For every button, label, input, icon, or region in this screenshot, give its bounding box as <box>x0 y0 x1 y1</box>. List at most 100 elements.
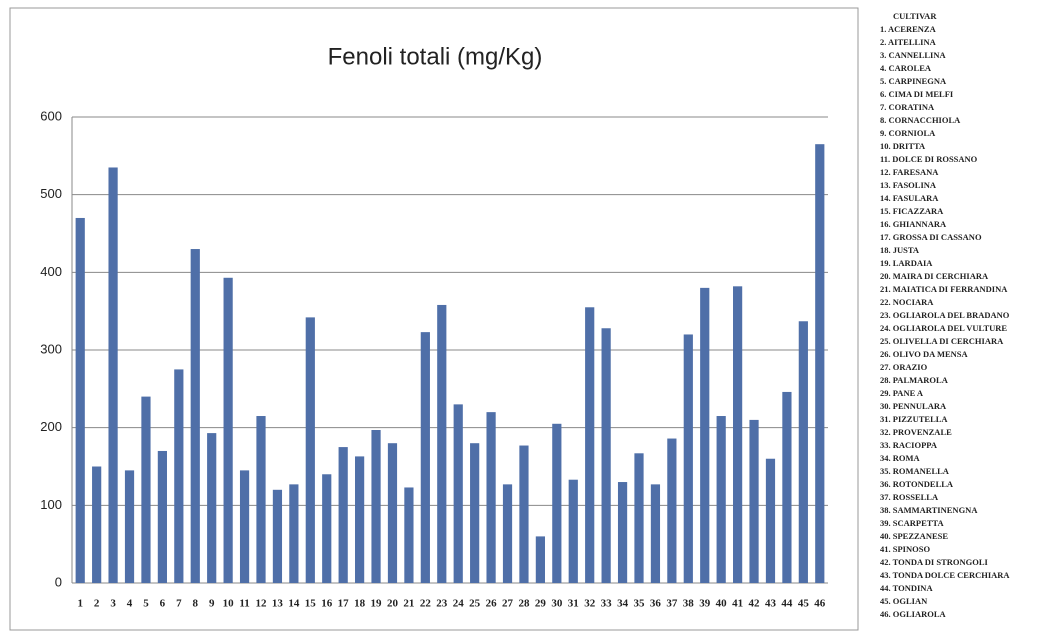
legend-item: 34. ROMA <box>880 453 921 463</box>
bar <box>470 443 480 583</box>
y-tick-label: 0 <box>55 574 62 589</box>
legend-item: 39. SCARPETTA <box>880 518 944 528</box>
legend-item: 26. OLIVO DA MENSA <box>880 349 969 359</box>
legend-item: 7. CORATINA <box>880 102 935 112</box>
bar <box>141 396 151 583</box>
legend-item: 42. TONDA DI STRONGOLI <box>880 557 989 567</box>
legend-item: 37. ROSSELLA <box>880 492 939 502</box>
bar <box>174 369 184 583</box>
x-tick-label: 19 <box>371 598 383 610</box>
y-tick-label: 300 <box>40 341 62 356</box>
bar <box>683 334 693 583</box>
legend-item: 35. ROMANELLA <box>880 466 950 476</box>
x-tick-label: 33 <box>601 598 613 610</box>
x-tick-label: 37 <box>666 598 678 610</box>
y-tick-label: 200 <box>40 419 62 434</box>
bar <box>782 391 792 583</box>
legend-item: 19. LARDAIA <box>880 258 933 268</box>
legend-item: 43. TONDA DOLCE CERCHIARA <box>880 570 1010 580</box>
x-tick-label: 18 <box>354 598 366 610</box>
x-tick-label: 20 <box>387 598 399 610</box>
x-tick-label: 25 <box>469 598 481 610</box>
bar <box>75 217 85 583</box>
bar <box>585 307 595 583</box>
bar <box>387 443 398 583</box>
x-tick-label: 3 <box>110 598 116 610</box>
bar <box>92 466 102 583</box>
legend-item: 22. NOCIARA <box>880 297 934 307</box>
bar <box>535 536 545 583</box>
x-tick-label: 21 <box>403 598 414 610</box>
bar <box>552 423 562 583</box>
x-tick-label: 7 <box>176 598 182 610</box>
bar <box>207 433 217 583</box>
bar <box>108 167 118 583</box>
x-tick-label: 8 <box>193 598 199 610</box>
legend-item: 3. CANNELLINA <box>880 50 947 60</box>
legend-item: 13. FASOLINA <box>880 180 937 190</box>
x-tick-label: 46 <box>814 598 826 610</box>
x-tick-label: 23 <box>436 598 448 610</box>
legend-item: 32. PROVENZALE <box>880 427 952 437</box>
x-tick-label: 11 <box>239 598 249 610</box>
x-tick-label: 40 <box>716 598 728 610</box>
bar <box>157 450 167 583</box>
legend-item: 11. DOLCE DI ROSSANO <box>880 154 978 164</box>
legend-item: 36. ROTONDELLA <box>880 479 954 489</box>
y-tick-label: 500 <box>40 186 62 201</box>
bar <box>667 438 677 583</box>
x-tick-label: 9 <box>209 598 215 610</box>
bar <box>371 429 381 583</box>
legend-item: 23. OGLIAROLA DEL BRADANO <box>880 310 1010 320</box>
x-tick-label: 31 <box>568 598 579 610</box>
bar <box>733 286 743 583</box>
legend-item: 44. TONDINA <box>880 583 933 593</box>
legend-item: 30. PENNULARA <box>880 401 947 411</box>
x-tick-label: 12 <box>256 598 268 610</box>
legend-item: 20. MAIRA DI CERCHIARA <box>880 271 989 281</box>
x-tick-label: 16 <box>321 598 333 610</box>
x-tick-label: 27 <box>502 598 514 610</box>
bar <box>289 484 299 583</box>
x-tick-label: 45 <box>798 598 810 610</box>
x-tick-label: 32 <box>584 598 596 610</box>
legend-item: 4. CAROLEA <box>880 63 932 73</box>
x-tick-label: 38 <box>683 598 695 610</box>
legend-item: 6. CIMA DI MELFI <box>880 89 954 99</box>
x-tick-label: 15 <box>305 598 317 610</box>
legend-item: 27. ORAZIO <box>880 362 928 372</box>
x-tick-label: 4 <box>127 598 133 610</box>
bar <box>650 484 661 583</box>
x-tick-label: 14 <box>288 598 300 610</box>
x-tick-label: 13 <box>272 598 284 610</box>
legend-item: 16. GHIANNARA <box>880 219 947 229</box>
y-tick-label: 400 <box>40 264 62 279</box>
legend-item: 1. ACERENZA <box>880 24 937 34</box>
bar <box>749 419 759 583</box>
x-tick-label: 30 <box>551 598 563 610</box>
legend-item: 5. CARPINEGNA <box>880 76 947 86</box>
bar <box>124 470 135 583</box>
legend-item: 24. OGLIAROLA DEL VULTURE <box>880 323 1007 333</box>
bar <box>420 332 430 583</box>
x-tick-label: 28 <box>518 598 530 610</box>
legend-item: 18. JUSTA <box>880 245 920 255</box>
y-tick-label: 600 <box>40 108 62 123</box>
bar <box>716 416 726 583</box>
bar <box>322 474 332 583</box>
bar <box>798 321 808 583</box>
legend-item: 45. OGLIAN <box>880 596 928 606</box>
x-tick-label: 26 <box>486 598 498 610</box>
legend-item: 25. OLIVELLA DI CERCHIARA <box>880 336 1004 346</box>
bar <box>404 487 414 583</box>
bar <box>486 412 496 583</box>
chart-title: Fenoli totali (mg/Kg) <box>328 43 543 70</box>
bar <box>338 447 348 583</box>
x-tick-label: 42 <box>749 598 761 610</box>
legend-item: 38. SAMMARTINENGNA <box>880 505 978 515</box>
legend-item: 10. DRITTA <box>880 141 926 151</box>
bar <box>568 479 578 583</box>
x-tick-label: 1 <box>77 598 83 610</box>
legend-item: 15. FICAZZARA <box>880 206 944 216</box>
